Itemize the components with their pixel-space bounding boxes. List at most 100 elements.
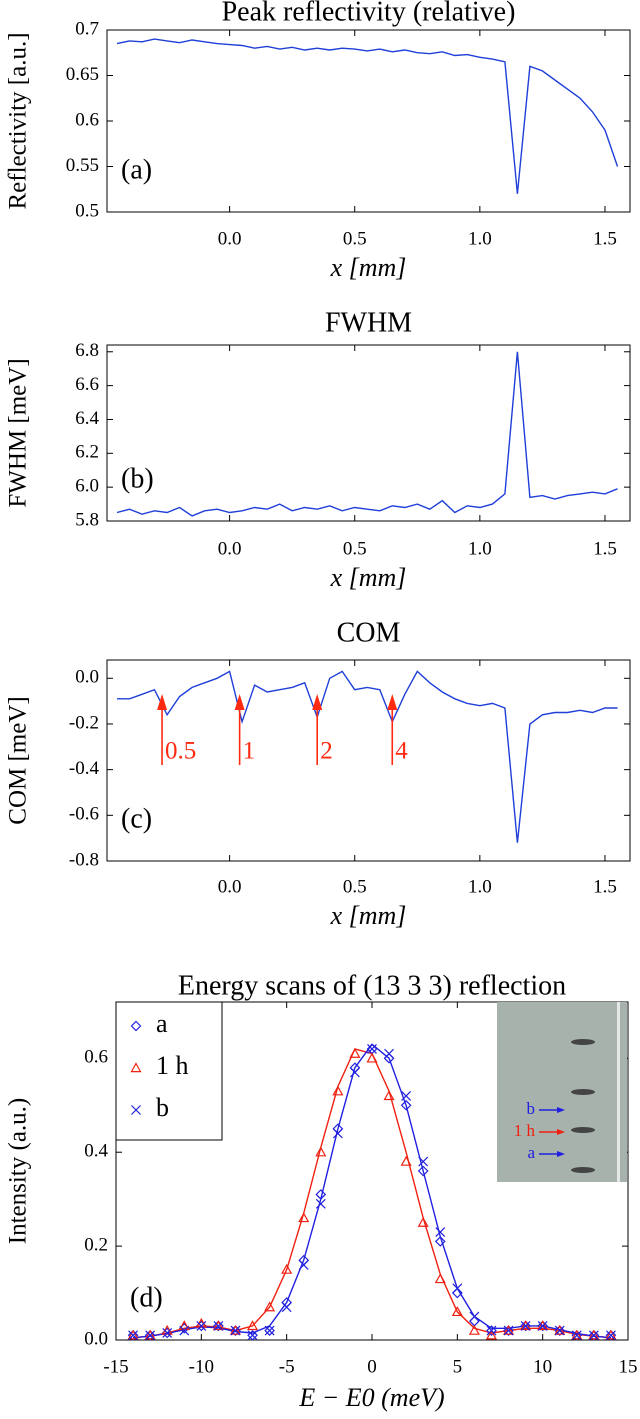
inset-arrowhead bbox=[557, 1107, 565, 1113]
x-tick-label: 1.5 bbox=[593, 538, 617, 559]
chart-title: FWHM bbox=[325, 307, 412, 338]
data-line bbox=[116, 351, 618, 517]
x-tick-label: -5 bbox=[279, 1356, 295, 1377]
data-point bbox=[434, 1236, 446, 1247]
x-tick-label: 0.0 bbox=[218, 876, 242, 897]
data-point bbox=[486, 1325, 497, 1336]
data-point bbox=[537, 1320, 549, 1331]
annotation-label: 1 bbox=[243, 738, 256, 765]
x-axis-label: x [mm] bbox=[330, 253, 407, 282]
data-point bbox=[281, 1263, 293, 1274]
legend-marker bbox=[130, 1062, 142, 1073]
data-point bbox=[452, 1283, 463, 1294]
chart-title: COM bbox=[337, 617, 401, 648]
data-point bbox=[315, 1146, 327, 1157]
data-point bbox=[417, 1216, 429, 1227]
x-tick-label: 5 bbox=[453, 1356, 463, 1377]
data-point bbox=[383, 1090, 395, 1101]
data-point bbox=[520, 1320, 531, 1332]
data-point bbox=[229, 1324, 241, 1335]
data-point bbox=[247, 1330, 258, 1341]
data-point bbox=[213, 1320, 224, 1331]
data-point bbox=[605, 1329, 617, 1340]
data-point bbox=[605, 1329, 617, 1341]
plot-frame bbox=[106, 344, 631, 522]
data-point bbox=[486, 1325, 497, 1336]
x-tick-label: 1.0 bbox=[468, 538, 492, 559]
x-tick-label: 0.0 bbox=[218, 538, 242, 559]
x-tick-label: 15 bbox=[619, 1356, 638, 1377]
x-tick-label: 0 bbox=[367, 1356, 377, 1377]
data-point bbox=[571, 1329, 583, 1340]
annotation-label: 4 bbox=[395, 738, 408, 765]
x-tick-label: 10 bbox=[533, 1356, 552, 1377]
inset-spot bbox=[571, 1167, 595, 1173]
inset-label: 1 h bbox=[514, 1121, 536, 1140]
inset-spot bbox=[571, 1127, 595, 1133]
y-axis-label: COM [meV] bbox=[5, 696, 32, 824]
y-tick-label: 0.4 bbox=[84, 1141, 108, 1162]
data-point bbox=[366, 1052, 378, 1063]
panel-label: (c) bbox=[121, 803, 152, 834]
data-point bbox=[315, 1198, 326, 1209]
data-point bbox=[350, 1067, 360, 1078]
data-point bbox=[503, 1325, 514, 1336]
y-tick-label: -0.8 bbox=[69, 849, 99, 870]
data-point bbox=[401, 1090, 412, 1101]
inset-label: a bbox=[527, 1143, 535, 1162]
data-point bbox=[281, 1302, 292, 1313]
data-point bbox=[332, 1085, 344, 1096]
plot-frame bbox=[106, 29, 631, 213]
data-point bbox=[400, 1099, 412, 1111]
data-point bbox=[588, 1329, 600, 1341]
annotation-arrowhead bbox=[387, 694, 398, 710]
data-point bbox=[418, 1156, 429, 1167]
y-tick-label: 0.2 bbox=[84, 1234, 108, 1255]
data-point bbox=[298, 1212, 310, 1223]
data-point bbox=[196, 1320, 207, 1331]
data-point bbox=[469, 1311, 480, 1322]
y-axis-label: FWHM [meV] bbox=[5, 358, 32, 507]
data-point bbox=[230, 1325, 241, 1336]
data-point bbox=[144, 1329, 156, 1341]
x-tick-label: 0.5 bbox=[343, 538, 367, 559]
inset-edge bbox=[617, 1002, 620, 1182]
data-point bbox=[435, 1227, 446, 1237]
y-tick-label: 6.6 bbox=[75, 374, 99, 395]
annotation-arrowhead bbox=[157, 694, 168, 710]
data-point bbox=[537, 1320, 549, 1332]
data-point bbox=[520, 1320, 531, 1331]
data-point bbox=[162, 1328, 173, 1338]
x-tick-label: -15 bbox=[103, 1356, 128, 1377]
x-axis-label: E − E0 (meV) bbox=[298, 1383, 444, 1412]
y-tick-label: 0.7 bbox=[75, 18, 99, 39]
y-tick-label: 6.0 bbox=[75, 476, 99, 497]
y-tick-label: 0.65 bbox=[66, 64, 99, 85]
annotation-arrowhead bbox=[312, 694, 323, 710]
data-point bbox=[554, 1324, 566, 1335]
y-axis-label: Reflectivity [a.u.] bbox=[5, 32, 32, 209]
legend-label: a bbox=[156, 1009, 168, 1038]
y-tick-label: 0.6 bbox=[75, 109, 99, 130]
data-point bbox=[212, 1320, 224, 1331]
data-point bbox=[349, 1047, 361, 1058]
data-point bbox=[503, 1324, 515, 1335]
x-tick-label: 0.5 bbox=[343, 228, 367, 249]
data-point bbox=[554, 1325, 566, 1336]
y-tick-label: 0.55 bbox=[66, 155, 99, 176]
data-point bbox=[468, 1324, 480, 1335]
x-tick-label: -10 bbox=[189, 1356, 214, 1377]
y-tick-label: 0.0 bbox=[75, 667, 99, 688]
data-point bbox=[384, 1048, 394, 1059]
data-point bbox=[315, 1189, 327, 1200]
data-point bbox=[213, 1320, 224, 1332]
y-tick-label: 0.0 bbox=[84, 1328, 108, 1349]
data-point bbox=[264, 1301, 276, 1312]
x-tick-label: 1.0 bbox=[468, 228, 492, 249]
data-point bbox=[264, 1325, 275, 1336]
x-tick-label: 1.5 bbox=[593, 876, 617, 897]
data-point bbox=[588, 1330, 599, 1341]
data-line bbox=[116, 38, 619, 194]
data-point bbox=[451, 1306, 463, 1317]
data-point bbox=[247, 1320, 259, 1331]
